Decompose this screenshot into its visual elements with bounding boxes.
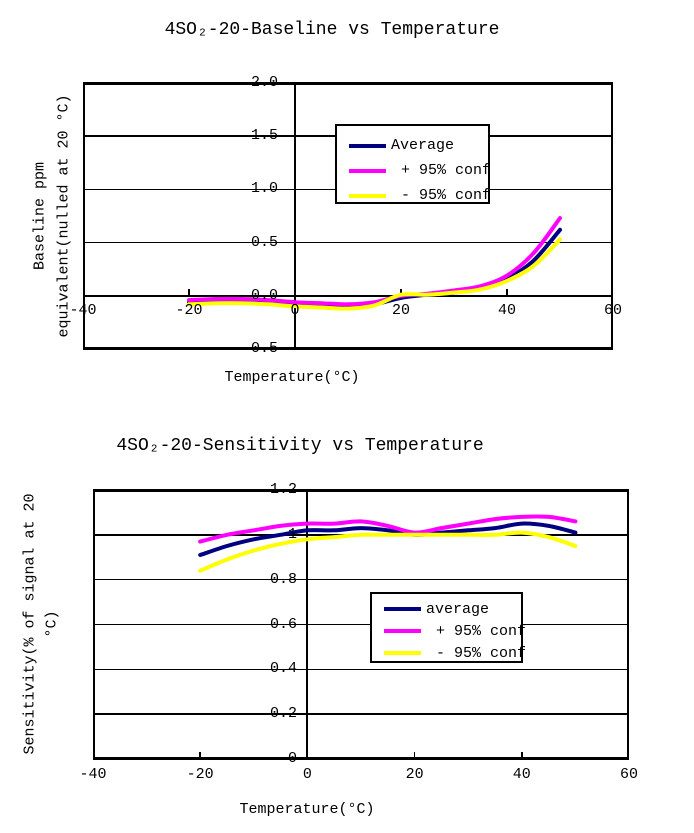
x-tick-label: 0 (290, 302, 300, 319)
y-tick-label: 1 (287, 525, 297, 543)
y-tick-label: 0.5 (250, 233, 278, 251)
y-tick-label: 1.2 (269, 481, 297, 498)
x-tick-label: 0 (302, 766, 312, 783)
x-axis-tick (188, 288, 190, 296)
legend-item: + 95% conf (349, 158, 492, 183)
y-tick-label: 0.5 (250, 340, 278, 357)
x-tick-label: 40 (512, 766, 531, 783)
legend-label: - 95% conf (436, 644, 527, 662)
gridline (83, 82, 613, 84)
y-axis-label-line2: °C) (43, 610, 61, 638)
gridline (93, 713, 629, 715)
y-axis-tick (295, 241, 301, 244)
gridline (93, 758, 629, 760)
y-tick-label: 0.4 (269, 660, 297, 678)
y-axis-tick (307, 668, 314, 671)
legend-label: average (426, 600, 490, 618)
gridline (93, 534, 629, 536)
legend-swatch (384, 629, 421, 633)
legend-swatch (349, 193, 386, 198)
y-axis-tick (307, 713, 314, 715)
y-axis-tick (307, 578, 314, 581)
x-tick-label: 20 (405, 766, 424, 783)
gridline (83, 348, 613, 350)
legend-swatch (349, 143, 386, 148)
y-tick-label: 0.2 (269, 705, 297, 723)
y-tick-label: 0.8 (269, 570, 297, 588)
x-tick-label: 60 (619, 766, 638, 783)
y-axis-label-line1: Baseline ppm (31, 161, 49, 271)
legend-item: + 95% conf (384, 620, 526, 642)
legend-label: - 95% conf (401, 187, 492, 204)
x-axis-tick (199, 752, 201, 759)
x-axis-tick (413, 752, 416, 759)
x-axis-tick (506, 288, 508, 296)
x-tick-label: 20 (391, 302, 410, 319)
legend-label: Average (391, 137, 455, 154)
y-tick-label: 0 (287, 750, 297, 767)
x-axis-label: Temperature(°C) (239, 801, 375, 818)
x-axis-tick (400, 288, 402, 296)
legend-swatch (384, 651, 421, 655)
gridline (83, 295, 613, 297)
x-axis-tick (521, 752, 523, 759)
legend-swatch (384, 607, 421, 611)
y-tick-label: 1.0 (250, 180, 278, 198)
y-axis-label-line1: Sensitivity(% of signal at 20 (21, 493, 39, 755)
x-tick-label: 40 (497, 302, 516, 319)
x-tick-label: 60 (603, 302, 622, 319)
legend-item: Average (349, 133, 488, 158)
legend: average + 95% conf - 95% conf (370, 592, 526, 664)
y-tick-label: 0.6 (269, 615, 297, 633)
legend-item: - 95% conf (384, 642, 526, 664)
chart-title: 4SO₂-20-Baseline vs Temperature (164, 20, 500, 40)
gridline (93, 668, 629, 671)
x-tick-label: -40 (79, 766, 107, 783)
legend: Average + 95% conf - 95% conf (335, 124, 492, 204)
y-tick-label: 2.0 (250, 74, 278, 91)
y-axis-line (294, 83, 296, 349)
y-axis-tick (295, 135, 301, 137)
gridline (93, 489, 629, 491)
y-axis-tick (307, 534, 314, 536)
y-axis-tick (295, 188, 301, 191)
gridline (83, 241, 613, 244)
y-axis-tick (307, 623, 314, 626)
x-tick-label: -40 (69, 302, 97, 319)
x-axis-label: Temperature(°C) (224, 369, 360, 386)
legend-swatch (349, 168, 386, 173)
legend-item: - 95% conf (349, 183, 492, 208)
gridline (93, 623, 629, 626)
legend-label: + 95% conf (401, 162, 492, 179)
gridline (93, 578, 629, 581)
chart-title: 4SO₂-20-Sensitivity vs Temperature (116, 436, 484, 456)
x-tick-label: -20 (175, 302, 203, 319)
y-tick-label: 1.5 (250, 127, 278, 145)
x-tick-label: -20 (186, 766, 214, 783)
legend-item: average (384, 598, 521, 620)
legend-label: + 95% conf (436, 622, 527, 640)
